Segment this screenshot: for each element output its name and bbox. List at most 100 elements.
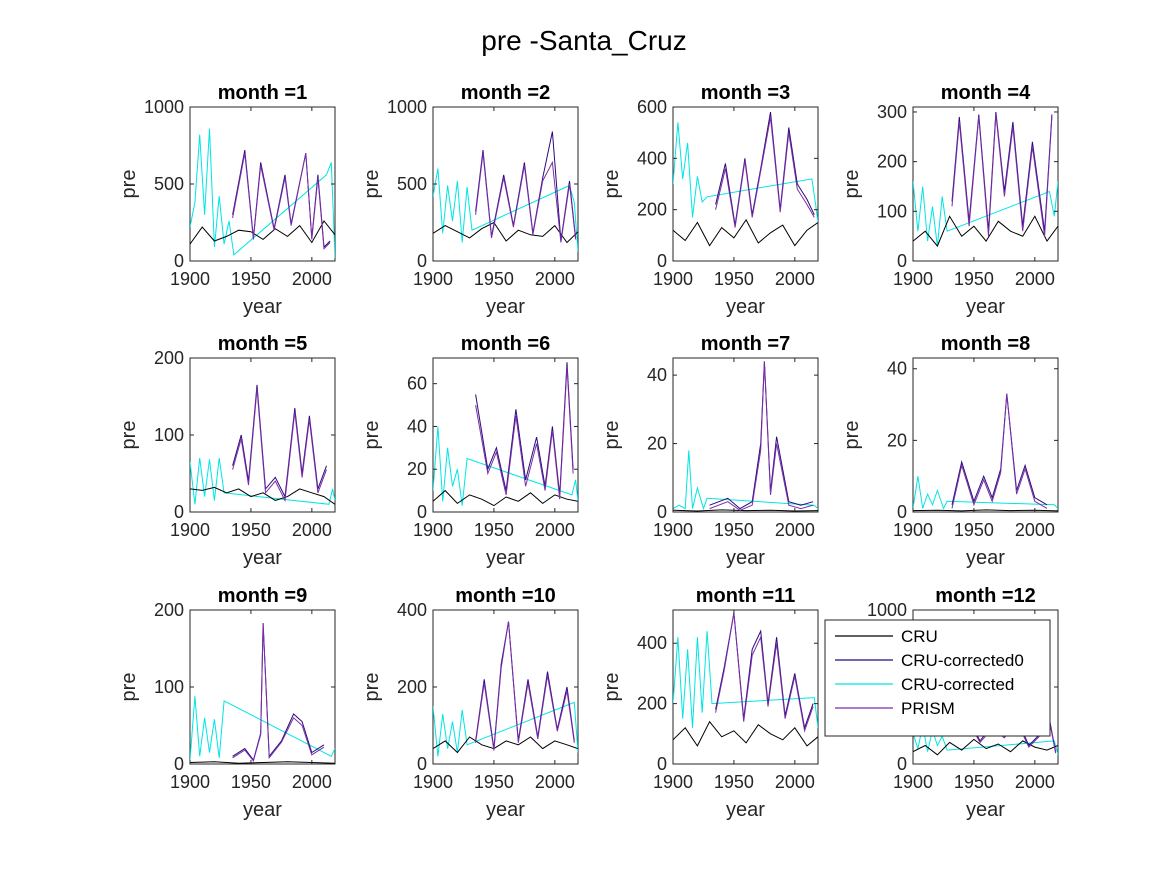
y-tick-label: 40 (647, 365, 667, 385)
y-tick-label: 0 (417, 754, 427, 774)
x-axis-label: year (726, 799, 765, 821)
series-lines (433, 362, 578, 507)
x-tick-label: 1900 (413, 772, 453, 792)
series-line-cru (433, 489, 578, 507)
y-axis-label: pre (601, 170, 623, 199)
x-tick-label: 1950 (474, 520, 514, 540)
axes-box (912, 106, 1059, 262)
x-tick-label: 1900 (413, 269, 453, 289)
series-line-cru (673, 218, 818, 247)
legend-label: CRU (901, 627, 938, 646)
x-tick-label: 1900 (413, 520, 453, 540)
series-lines (190, 384, 335, 505)
series-line-cru (913, 738, 1058, 756)
y-tick-label: 400 (637, 633, 667, 653)
subplot-month-4: 1900 1950 2000 0 100 200 300 month =4 year pre (841, 82, 1059, 318)
legend-entry: CRU (835, 627, 938, 646)
series-line-prism (951, 114, 1053, 237)
y-tick-label: 500 (397, 174, 427, 194)
x-tick-label: 2000 (775, 269, 815, 289)
y-tick-label: 100 (877, 201, 907, 221)
series-line-prism (232, 388, 327, 503)
x-tick-label: 2000 (292, 520, 332, 540)
series-lines (190, 128, 335, 258)
subplot-title: month =5 (218, 333, 307, 355)
series-line-prism (951, 393, 1048, 509)
subplot-month-2: 1900 1950 2000 0 500 1000 month =2 year pre (361, 82, 579, 318)
y-tick-label: 60 (407, 374, 427, 394)
x-axis-label: year (966, 799, 1005, 821)
subplot-title: month =12 (935, 585, 1036, 607)
y-tick-label: 200 (154, 600, 184, 620)
x-axis-label: year (243, 547, 282, 569)
series-line-cru (190, 220, 335, 245)
series-lines (190, 623, 335, 764)
y-axis-label: pre (841, 170, 863, 199)
series-line-prism (475, 366, 574, 500)
series-lines (433, 131, 578, 252)
y-axis-label: pre (361, 673, 383, 702)
subplot-title: month =1 (218, 82, 307, 104)
series-line-cru (433, 736, 578, 754)
y-tick-label: 200 (877, 152, 907, 172)
legend: CRU CRU-corrected0 CRU-corrected PRISM (824, 619, 1051, 737)
y-tick-label: 600 (637, 97, 667, 117)
x-tick-label: 2000 (1015, 772, 1055, 792)
legend-entry: CRU-corrected (835, 675, 1014, 694)
axes-box (672, 357, 819, 513)
x-axis-label: year (966, 547, 1005, 569)
x-tick-label: 1950 (474, 269, 514, 289)
x-tick-label: 1900 (893, 269, 933, 289)
y-tick-label: 200 (154, 348, 184, 368)
series-line-prism (709, 361, 814, 511)
y-tick-label: 300 (877, 102, 907, 122)
series-line-cru-corrected (673, 450, 818, 511)
subplot-title: month =8 (941, 333, 1030, 355)
subplot-month-8: 1900 1950 2000 0 20 40 month =8 year pre (841, 333, 1059, 569)
series-line-cru (913, 215, 1058, 248)
legend-label: CRU-corrected0 (901, 651, 1024, 670)
subplot-title: month =11 (696, 585, 795, 607)
y-tick-label: 200 (397, 677, 427, 697)
series-line-prism (232, 623, 325, 762)
series-line-cru-corrected (433, 426, 578, 506)
y-tick-label: 100 (154, 425, 184, 445)
x-tick-label: 1900 (170, 772, 210, 792)
y-tick-label: 0 (897, 754, 907, 774)
y-axis-label: pre (361, 421, 383, 450)
legend-entry: PRISM (835, 699, 955, 718)
y-tick-label: 1000 (867, 600, 907, 620)
subplot-month-11: 1900 1950 2000 0 200 400 month =11 year pre (601, 585, 819, 821)
subplot-title: month =9 (218, 585, 307, 607)
x-tick-label: 2000 (1015, 269, 1055, 289)
x-tick-label: 2000 (1015, 520, 1055, 540)
series-line-cru (190, 486, 335, 505)
subplot-month-1: 1900 1950 2000 0 500 1000 month =1 year pre (118, 82, 336, 318)
y-axis-label: pre (118, 170, 140, 199)
axes-box (912, 357, 1059, 513)
x-tick-label: 1950 (954, 269, 994, 289)
x-axis-label: year (243, 799, 282, 821)
figure-title: pre -Santa_Cruz (481, 25, 686, 56)
y-tick-label: 1000 (144, 97, 184, 117)
x-tick-label: 1950 (714, 520, 754, 540)
series-lines (673, 112, 818, 247)
series-lines (913, 111, 1058, 248)
series-line-cru-corrected (190, 128, 335, 258)
subplot-title: month =10 (455, 585, 556, 607)
y-tick-label: 100 (154, 677, 184, 697)
x-tick-label: 1900 (893, 520, 933, 540)
subplot-title: month =2 (461, 82, 550, 104)
subplot-title: month =6 (461, 333, 550, 355)
series-line-cru (433, 221, 578, 244)
x-tick-label: 1900 (170, 269, 210, 289)
x-tick-label: 2000 (775, 520, 815, 540)
axes-box (432, 609, 579, 765)
y-axis-label: pre (601, 673, 623, 702)
y-axis-label: pre (361, 170, 383, 199)
y-axis-label: pre (841, 421, 863, 450)
x-axis-label: year (726, 296, 765, 318)
y-tick-label: 0 (417, 502, 427, 522)
